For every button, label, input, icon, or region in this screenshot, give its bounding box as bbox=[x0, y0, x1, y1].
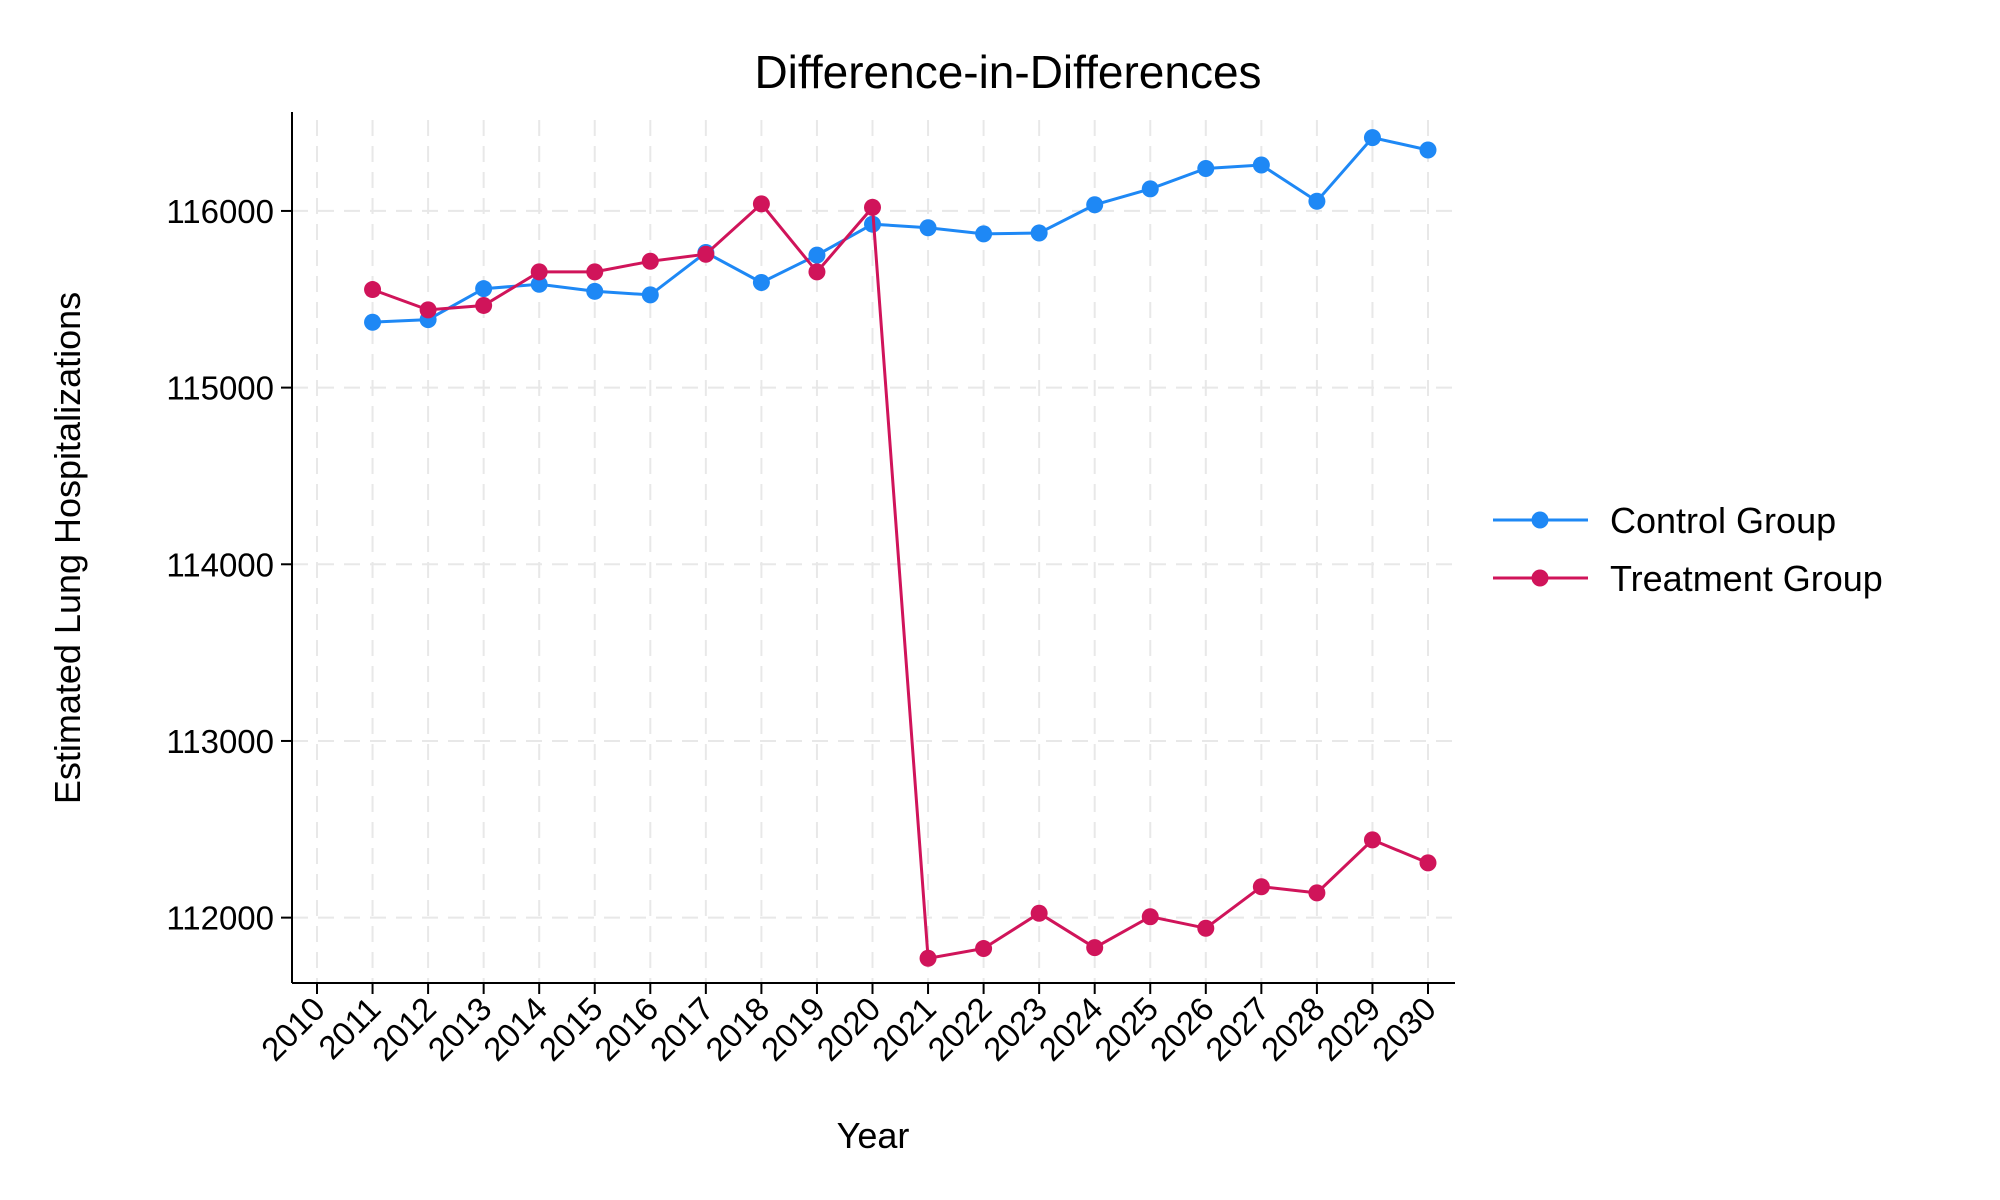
data-point bbox=[530, 275, 548, 293]
legend-marker bbox=[1531, 511, 1549, 529]
x-tick-label: 2018 bbox=[698, 990, 776, 1068]
data-point bbox=[1086, 196, 1104, 214]
x-tick-label: 2022 bbox=[920, 990, 998, 1068]
data-point bbox=[364, 281, 382, 299]
x-axis-label: Year bbox=[837, 1115, 910, 1156]
data-point bbox=[586, 263, 604, 281]
data-point bbox=[808, 246, 826, 264]
data-point bbox=[752, 273, 770, 291]
series-line bbox=[372, 135, 1429, 324]
x-tick-label: 2020 bbox=[809, 990, 887, 1068]
series-layer bbox=[364, 129, 1437, 967]
data-point bbox=[1308, 192, 1326, 210]
data-point bbox=[1363, 831, 1381, 849]
x-tick-label: 2025 bbox=[1087, 990, 1165, 1068]
x-tick-label: 2029 bbox=[1309, 990, 1387, 1068]
data-point bbox=[364, 313, 382, 331]
data-point bbox=[1030, 904, 1048, 922]
data-point bbox=[475, 280, 493, 298]
legend: Control Group Treatment Group bbox=[1493, 500, 1883, 599]
data-point bbox=[530, 263, 548, 281]
legend-item: Treatment Group bbox=[1493, 558, 1883, 599]
series-control bbox=[364, 129, 1437, 331]
y-tick-label: 112000 bbox=[166, 900, 274, 937]
data-point bbox=[475, 296, 493, 314]
y-tick-label: 114000 bbox=[166, 546, 274, 583]
data-point bbox=[641, 252, 659, 270]
x-tick-label: 2015 bbox=[532, 990, 610, 1068]
y-tick-label: 113000 bbox=[166, 723, 274, 760]
x-tick-label: 2021 bbox=[865, 990, 943, 1068]
data-point bbox=[1419, 141, 1437, 159]
data-point bbox=[1086, 939, 1104, 957]
data-point bbox=[919, 219, 937, 237]
x-tick-label: 2030 bbox=[1365, 990, 1443, 1068]
data-point bbox=[975, 940, 993, 958]
data-point bbox=[752, 195, 770, 213]
x-tick-label: 2013 bbox=[421, 990, 499, 1068]
data-point bbox=[864, 198, 881, 216]
data-point bbox=[975, 225, 993, 243]
data-point bbox=[1252, 878, 1270, 896]
y-tick-label: 116000 bbox=[166, 193, 274, 230]
data-point bbox=[697, 245, 715, 263]
data-point bbox=[1308, 884, 1326, 902]
series-treatment bbox=[364, 195, 1437, 967]
x-tick-label: 2010 bbox=[254, 990, 332, 1068]
series-line bbox=[372, 201, 1429, 961]
y-axis-label: Estimated Lung Hospitalizations bbox=[47, 292, 88, 804]
chart-title: Difference-in-Differences bbox=[754, 46, 1261, 98]
data-point bbox=[919, 949, 937, 967]
data-point bbox=[1197, 919, 1215, 937]
x-tick-label: 2014 bbox=[476, 990, 554, 1068]
x-tick-label: 2012 bbox=[365, 990, 443, 1068]
y-tick-label: 115000 bbox=[166, 370, 274, 407]
x-tick-label: 2028 bbox=[1254, 990, 1332, 1068]
x-tick-label: 2027 bbox=[1198, 990, 1276, 1068]
data-point bbox=[1252, 156, 1270, 174]
data-point bbox=[641, 286, 659, 304]
legend-marker bbox=[1531, 569, 1549, 587]
data-point bbox=[419, 301, 437, 319]
data-point bbox=[1419, 854, 1437, 872]
x-tick-label: 2016 bbox=[587, 990, 665, 1068]
legend-item: Control Group bbox=[1493, 500, 1836, 541]
x-tick-label: 2011 bbox=[311, 990, 387, 1066]
x-tick-label: 2017 bbox=[643, 990, 721, 1068]
x-tick-label: 2026 bbox=[1143, 990, 1221, 1068]
x-tick-label: 2019 bbox=[754, 990, 832, 1068]
data-point bbox=[1030, 224, 1048, 242]
grid bbox=[292, 120, 1455, 983]
x-tick-label: 2024 bbox=[1032, 990, 1110, 1068]
legend-label: Control Group bbox=[1610, 500, 1836, 541]
data-point bbox=[808, 263, 826, 281]
data-point bbox=[586, 282, 604, 300]
data-point bbox=[1141, 180, 1159, 198]
data-point bbox=[1363, 129, 1381, 147]
data-point bbox=[1141, 908, 1159, 926]
legend-label: Treatment Group bbox=[1610, 558, 1883, 599]
data-point bbox=[1197, 160, 1215, 178]
x-tick-label: 2023 bbox=[976, 990, 1054, 1068]
